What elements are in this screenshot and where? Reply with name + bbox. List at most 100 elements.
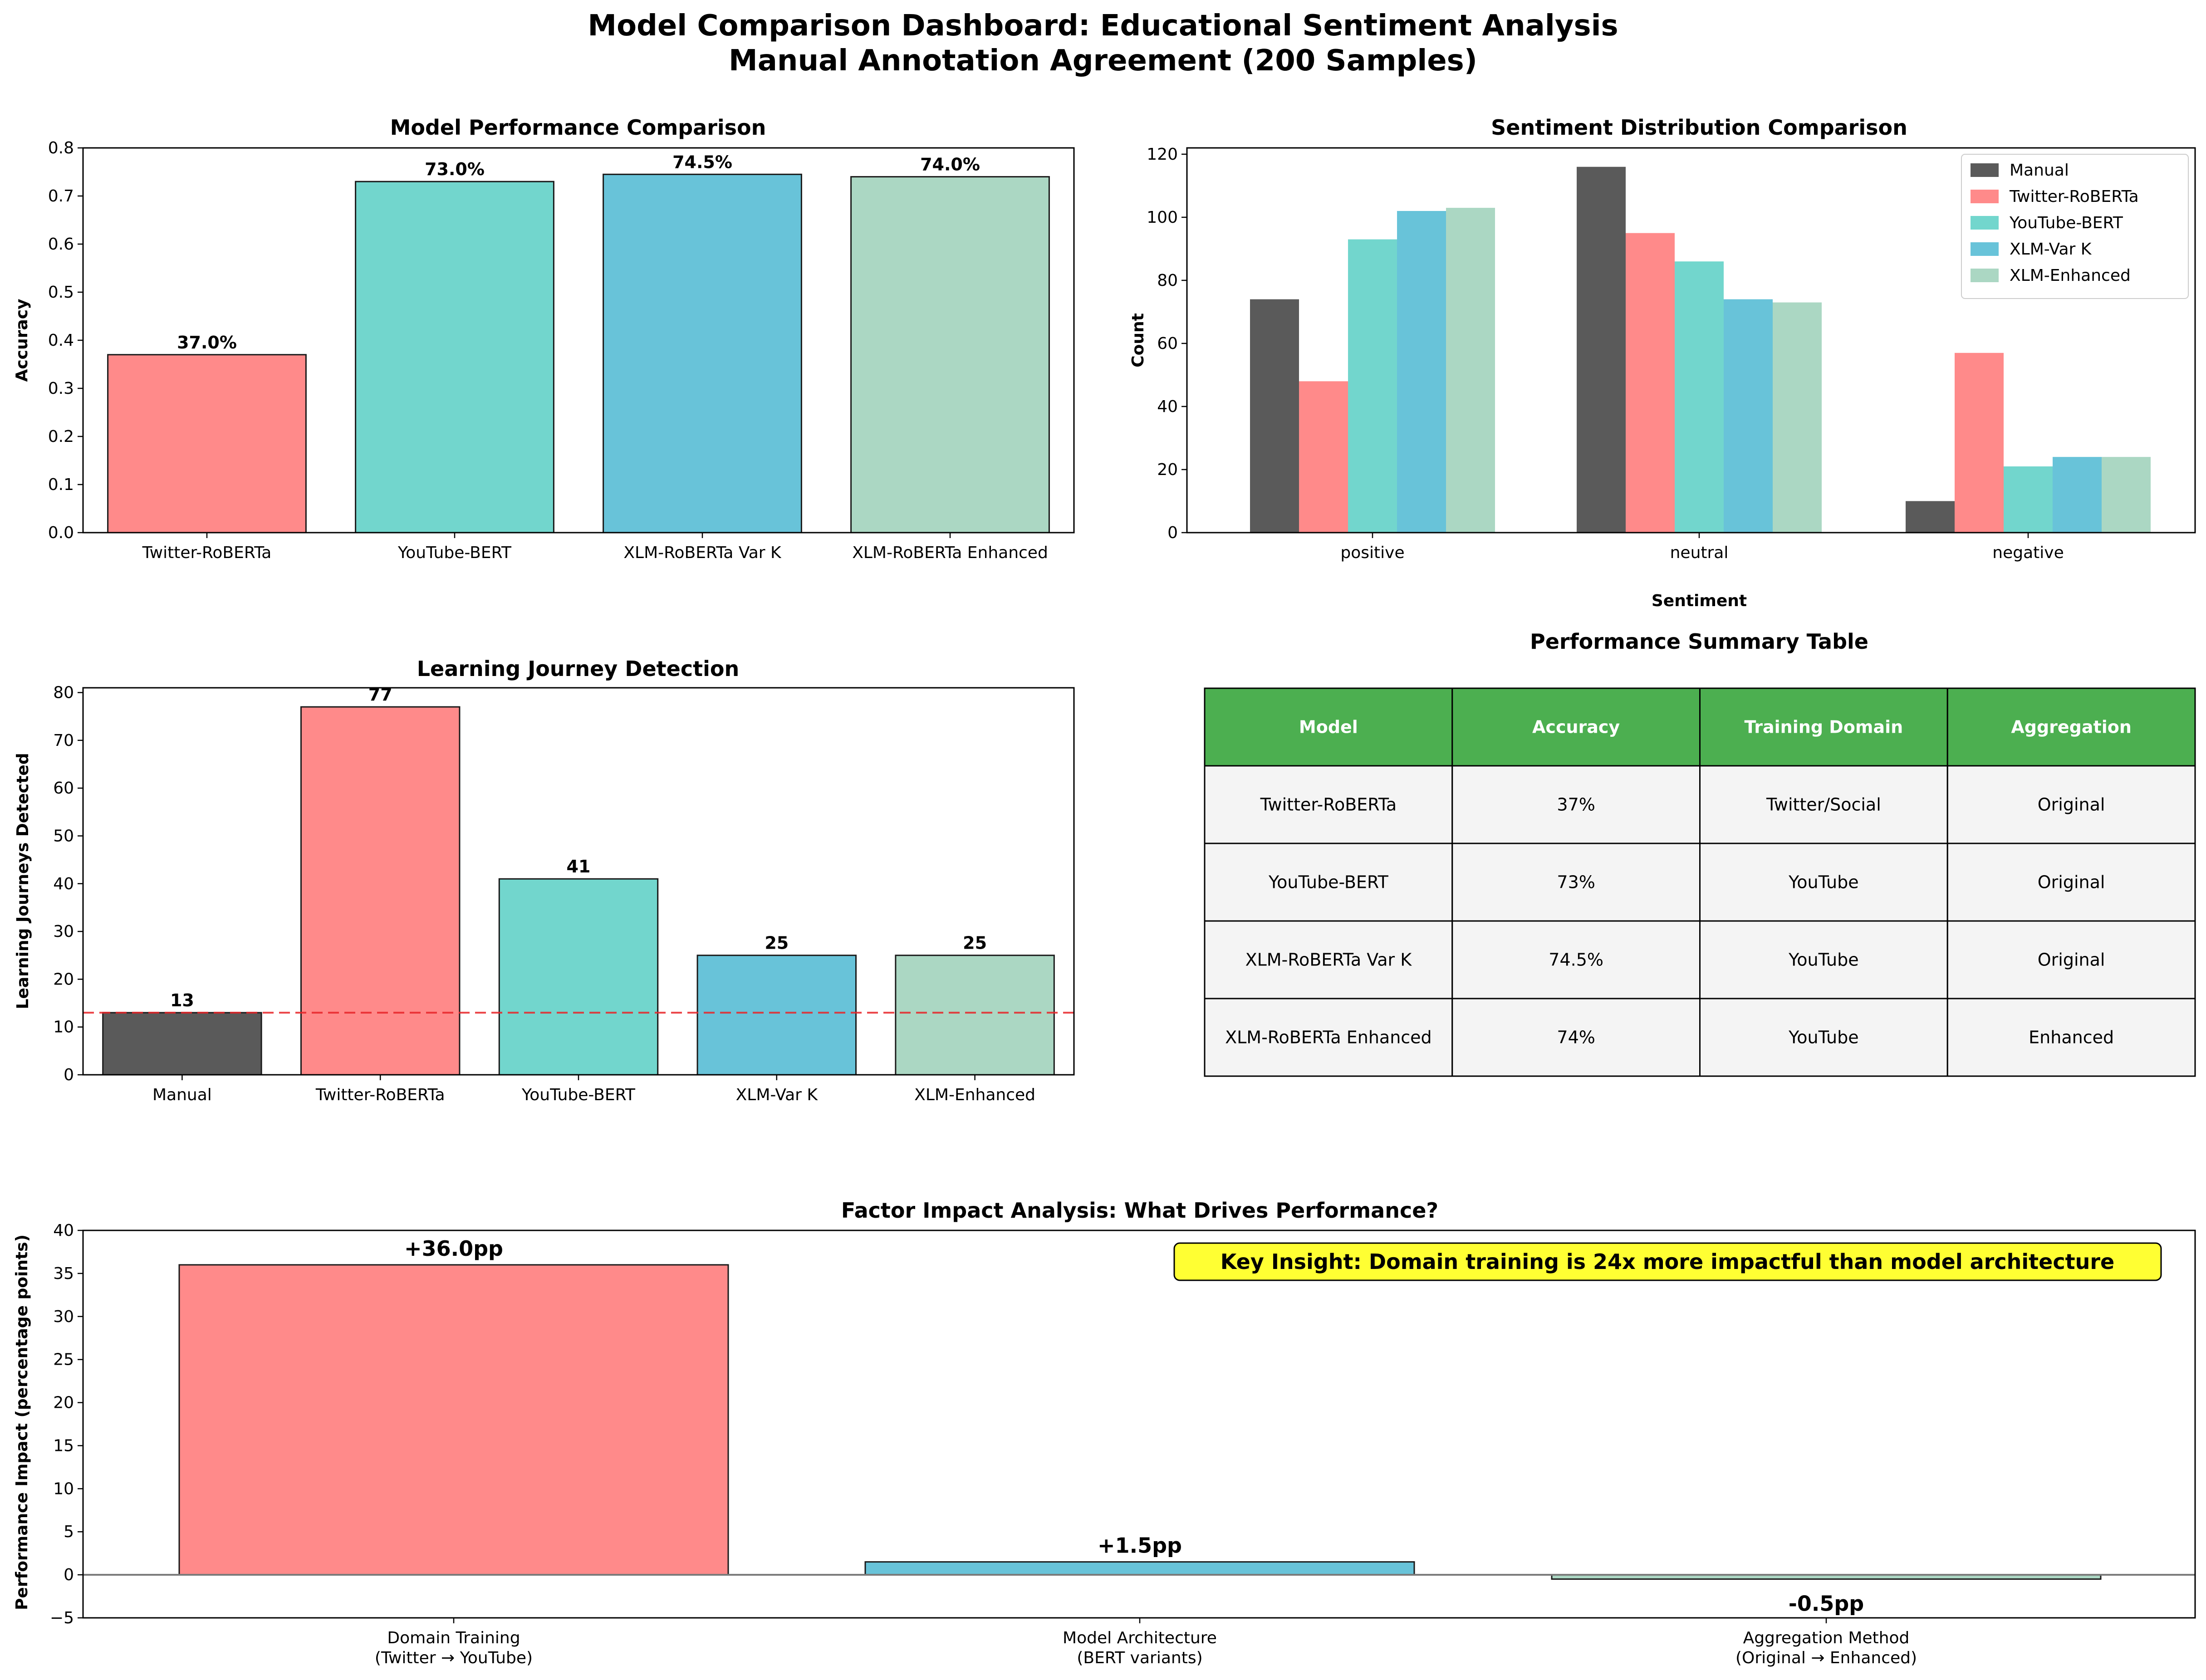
sentiment-x-tick-label: positive (1340, 544, 1404, 562)
key-insight-box (1173, 1242, 2162, 1281)
factor-y-tick-label: 15 (53, 1436, 74, 1455)
table-header-label: Accuracy (1532, 717, 1620, 737)
table-cell-value: YouTube (1788, 1028, 1859, 1048)
sentiment-x-tick-label: negative (1992, 544, 2064, 562)
table-cell-value: XLM-RoBERTa Var K (1245, 950, 1412, 970)
journey-x-tick-label: Manual (152, 1086, 212, 1104)
accuracy-panel-title: Model Performance Comparison (390, 115, 766, 140)
sentiment-legend-entry: YouTube-BERT (2009, 214, 2123, 232)
journey-y-tick-label: 80 (53, 684, 74, 702)
sentiment-y-tick-label: 100 (1147, 208, 1178, 227)
factor-y-tick-label: 5 (64, 1523, 74, 1541)
factor-plot-frame (82, 1229, 2196, 1619)
factor-x-tick-label-line2: (Twitter → YouTube) (375, 1649, 533, 1667)
journey-y-axis-label: Learning Journeys Detected (14, 753, 32, 1009)
table-cell-value: YouTube (1788, 950, 1859, 970)
factor-x-tick-label-line1: Model Architecture (1063, 1629, 1217, 1647)
sentiment-bar (1577, 167, 1626, 533)
sentiment-panel-title: Sentiment Distribution Comparison (1491, 115, 1907, 140)
sentiment-y-tick-label: 60 (1157, 334, 1178, 353)
journey-y-tick-label: 60 (53, 779, 74, 798)
accuracy-y-tick-label: 0.5 (48, 283, 74, 302)
table-cell (1946, 842, 2196, 922)
sentiment-bar (1626, 233, 1675, 533)
table-cell (1451, 920, 1701, 999)
accuracy-x-tick-label: YouTube-BERT (397, 544, 512, 562)
sentiment-legend-swatch (1971, 190, 1999, 203)
accuracy-x-tick-label: XLM-RoBERTa Var K (623, 544, 782, 562)
factor-x-tick-label-line1: Domain Training (387, 1629, 520, 1647)
accuracy-bar (355, 181, 554, 534)
table-cell (1946, 920, 2196, 999)
table-cell-value: 37% (1557, 795, 1595, 815)
sentiment-y-tick-label: 80 (1157, 271, 1178, 290)
table-cell-value: Original (2038, 795, 2105, 815)
table-cell (1699, 765, 1948, 844)
accuracy-y-tick-label: 0.1 (48, 475, 74, 494)
factor-y-axis-label: Performance Impact (percentage points) (13, 1234, 31, 1610)
table-cell-value: Twitter/Social (1766, 795, 1881, 815)
sentiment-y-tick-label: 120 (1147, 145, 1178, 164)
sentiment-bar (2102, 457, 2151, 533)
sentiment-bar (1675, 261, 1724, 533)
sentiment-legend-swatch (1971, 269, 1999, 282)
sentiment-bar (1724, 299, 1773, 533)
table-cell-value: Twitter-RoBERTa (1260, 795, 1397, 815)
table-cell-value: XLM-RoBERTa Enhanced (1225, 1028, 1432, 1048)
sentiment-bar (1397, 211, 1446, 533)
factor-bar-label: +36.0pp (404, 1236, 503, 1261)
factor-y-tick-label: 40 (53, 1221, 74, 1240)
table-header-label: Aggregation (2011, 717, 2132, 737)
sentiment-x-axis-label: Sentiment (1652, 592, 1747, 610)
sentiment-bar (1955, 353, 2004, 533)
table-header-cell (1451, 687, 1701, 767)
factor-panel: Factor Impact Analysis: What Drives Perf… (13, 1198, 2196, 1667)
sentiment-legend-swatch (1971, 242, 1999, 256)
accuracy-bar-label: 37.0% (177, 333, 237, 353)
journey-x-tick-label: Twitter-RoBERTa (315, 1086, 445, 1104)
accuracy-y-tick-label: 0.8 (48, 139, 74, 157)
factor-bar (178, 1264, 729, 1576)
journey-bar (895, 955, 1055, 1076)
sentiment-legend-entry: XLM-Enhanced (2010, 266, 2131, 285)
table-cell (1946, 765, 2196, 844)
factor-panel-title: Factor Impact Analysis: What Drives Perf… (841, 1198, 1438, 1223)
journey-plot-frame (82, 687, 1075, 1076)
table-cell-value: 73% (1557, 872, 1595, 892)
table-cell (1204, 765, 1453, 844)
journey-bar (498, 878, 659, 1076)
table-cell-value: 74.5% (1549, 950, 1603, 970)
accuracy-y-axis-label: Accuracy (13, 299, 31, 382)
table-cell (1699, 998, 1948, 1077)
accuracy-bar-label: 73.0% (425, 159, 485, 179)
factor-bar-label: +1.5pp (1098, 1533, 1182, 1558)
sentiment-bar (2004, 466, 2053, 533)
table-cell-value: Original (2038, 950, 2105, 970)
factor-x-tick-label-line2: (BERT variants) (1077, 1649, 1202, 1667)
table-cell (1204, 842, 1453, 922)
journey-x-tick-label: XLM-Enhanced (914, 1086, 1035, 1104)
factor-y-tick-label: 30 (53, 1308, 74, 1326)
journey-bar (102, 1012, 262, 1076)
table-cell (1451, 765, 1701, 844)
table-cell (1946, 998, 2196, 1077)
journey-bar-label: 41 (567, 857, 591, 877)
journey-y-tick-label: 20 (53, 970, 74, 989)
sentiment-bar (1773, 302, 1822, 533)
table-cell (1451, 842, 1701, 922)
dashboard-title-line2: Manual Annotation Agreement (200 Samples… (729, 44, 1477, 78)
sentiment-legend-swatch (1971, 216, 1999, 230)
journey-bar-label: 25 (765, 933, 789, 953)
sentiment-bar (1299, 381, 1348, 533)
journey-x-tick-label: YouTube-BERT (521, 1086, 636, 1104)
sentiment-bar (1906, 501, 1955, 533)
table-cell-value: YouTube-BERT (1268, 872, 1389, 892)
factor-bar (864, 1561, 1415, 1576)
accuracy-panel: Model Performance Comparison Accuracy 37… (13, 115, 1075, 562)
sentiment-bar (2053, 457, 2102, 533)
sentiment-legend-entry: XLM-Var K (2010, 240, 2092, 259)
factor-x-tick-label-line1: Aggregation Method (1743, 1629, 1910, 1647)
sentiment-y-axis-label: Count (1129, 313, 1147, 367)
journey-panel: Learning Journey Detection Learning Jour… (14, 656, 1075, 1104)
